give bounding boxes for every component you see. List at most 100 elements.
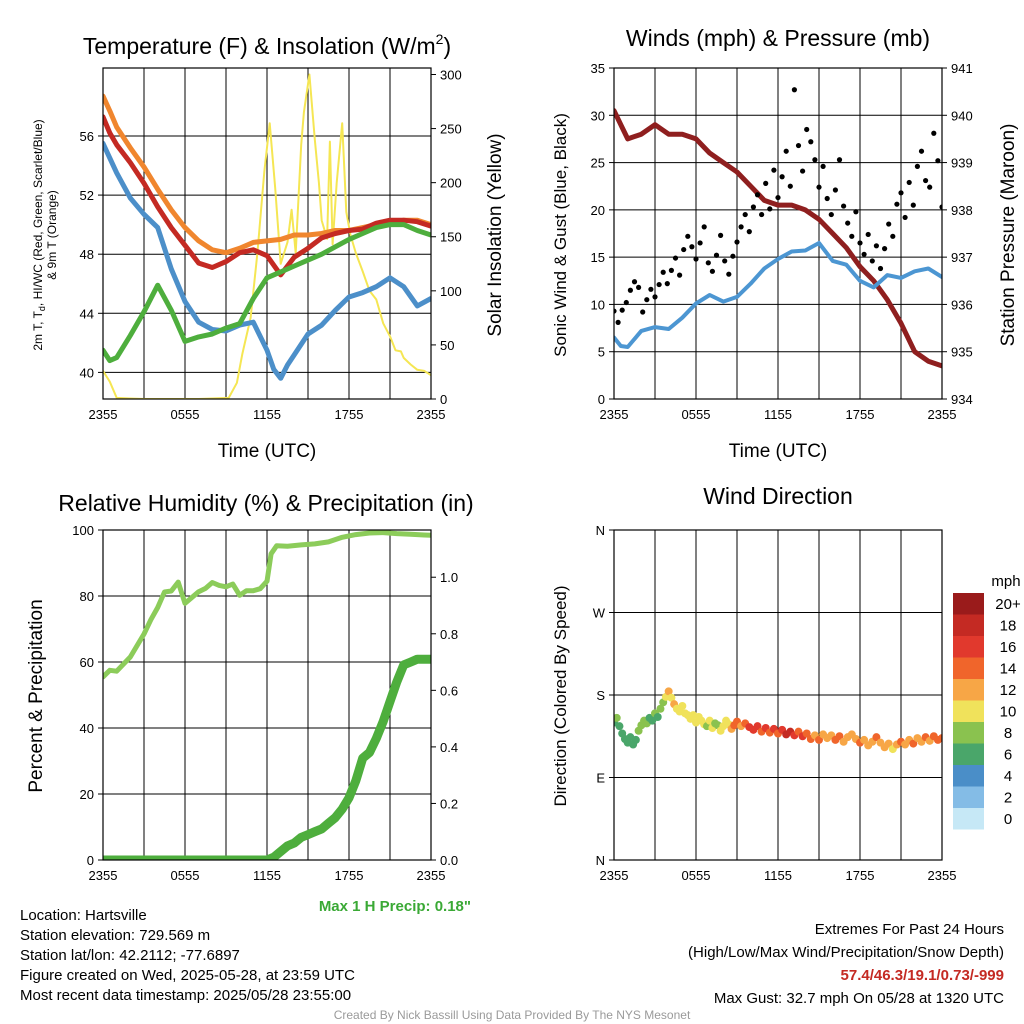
- direction-point: [631, 735, 640, 744]
- extremes-legend: (High/Low/Max Wind/Precipitation/Snow De…: [688, 944, 1004, 961]
- gust-point: [804, 126, 810, 133]
- legend-swatch: [953, 636, 984, 658]
- gust-point: [882, 246, 888, 252]
- gust-point: [800, 168, 806, 174]
- gust-point: [931, 130, 937, 136]
- legend-label: 18: [1000, 617, 1017, 634]
- gust-point: [614, 308, 617, 314]
- legend-swatch: [953, 614, 984, 636]
- y2-tick-label: 0.2: [440, 796, 458, 811]
- gust-point: [677, 272, 683, 278]
- legend-label: 10: [1000, 703, 1017, 720]
- series-layer: [614, 687, 942, 754]
- y-tick-label: 80: [80, 589, 94, 604]
- y2-tick-label: 939: [951, 156, 973, 171]
- y2-tick-label: 0.8: [440, 627, 458, 642]
- y-tick-label: 0: [598, 392, 605, 407]
- legend-swatch: [953, 700, 984, 722]
- gust-point: [718, 232, 724, 238]
- gust-point: [754, 192, 761, 198]
- gust-point: [693, 256, 699, 262]
- legend-swatch: [953, 743, 984, 765]
- max-gust: Max Gust: 32.7 mph On 05/28 at 1320 UTC: [713, 990, 1004, 1007]
- y2-tick-label: 935: [951, 345, 973, 360]
- gust-point: [857, 240, 863, 246]
- direction-point: [835, 732, 844, 741]
- x-tick-label: 0555: [171, 868, 200, 883]
- x-tick-label: 2355: [600, 868, 629, 883]
- y-tick-label: W: [593, 606, 606, 621]
- x-tick-label: 1155: [253, 407, 281, 422]
- y2-tick-label: 1.0: [440, 570, 458, 585]
- series-layer: [614, 87, 942, 369]
- gust-point: [713, 252, 720, 258]
- y2-tick-label: 150: [440, 230, 462, 245]
- credit-line: Created By Nick Bassill Using Data Provi…: [334, 1008, 691, 1022]
- legend-label: 2: [1004, 789, 1012, 806]
- x-tick-label: 1155: [764, 407, 792, 422]
- winds-left-axis-label: Sonic Wind & Gust (Blue, Black): [551, 113, 570, 357]
- gust-point: [631, 279, 638, 285]
- temperature-left-axis-label: 2m T, Td, HI/WC (Red, Green, Scarlet/Blu…: [31, 119, 47, 350]
- humidity-plot-area: 2355 0555 1155 1755 23550204060801000.00.20.…: [72, 523, 458, 883]
- y-tick-label: 35: [591, 61, 605, 76]
- gust-point: [849, 233, 855, 239]
- gust-point: [750, 204, 757, 210]
- gust-point: [824, 195, 830, 202]
- gust-point: [730, 253, 736, 259]
- series-line-0: [614, 108, 942, 369]
- gust-point: [640, 309, 646, 315]
- y2-tick-label: 0: [440, 392, 447, 407]
- gust-point: [894, 201, 900, 207]
- gust-point: [812, 157, 818, 163]
- x-tick-label: 1755: [335, 868, 364, 883]
- gust-point: [939, 204, 942, 210]
- series-line-0: [103, 530, 431, 680]
- direction-point: [667, 693, 676, 702]
- y2-tick-label: 0.6: [440, 683, 458, 698]
- direction-point: [802, 729, 811, 738]
- gust-point: [898, 190, 904, 196]
- x-tick-label: 1755: [846, 407, 875, 422]
- gust-point: [652, 294, 658, 300]
- y-tick-label: 40: [80, 721, 94, 736]
- plot-frame: [613, 529, 943, 861]
- figure-created: Figure created on Wed, 2025-05-28, at 23…: [20, 967, 355, 984]
- legend-swatch: [953, 679, 984, 701]
- y-tick-label: 40: [80, 365, 94, 380]
- temperature-plot-area: 2355 0555 1155 1755 2355 40 44 48 52 56 0 50 100 150 2…: [80, 67, 462, 422]
- gust-point: [672, 255, 679, 261]
- x-tick-label: 1155: [253, 868, 281, 883]
- gust-point: [726, 271, 732, 277]
- gust-point: [865, 231, 871, 238]
- temperature-panel: Temperature (F) & Insolation (W/m2) 2355…: [31, 31, 506, 462]
- gust-point: [845, 220, 851, 226]
- y-tick-label: 30: [591, 108, 605, 123]
- series-layer: [103, 530, 431, 860]
- direction-point: [656, 704, 665, 713]
- station-location: Location: Hartsville: [20, 907, 147, 924]
- direction-left-axis-label: Direction (Colored By Speed): [551, 585, 570, 806]
- x-tick-label: 0555: [682, 868, 711, 883]
- gust-point: [623, 299, 629, 306]
- y-tick-label: 52: [80, 188, 94, 203]
- gust-point: [890, 233, 896, 239]
- series-line-2: [103, 114, 431, 278]
- gust-point: [648, 286, 654, 292]
- winds-panel: Winds (mph) & Pressure (mb) 2355 0555 1155…: [551, 25, 1019, 462]
- gust-point: [910, 202, 916, 208]
- gust-point: [697, 240, 703, 246]
- gust-point: [820, 163, 826, 169]
- winds-x-label: Time (UTC): [729, 441, 828, 462]
- gust-point: [656, 281, 662, 288]
- x-tick-label: 2355: [417, 407, 446, 422]
- direction-point: [753, 722, 762, 731]
- legend-swatch: [953, 765, 984, 787]
- gust-point: [681, 246, 687, 253]
- legend-label: 0: [1004, 811, 1012, 828]
- gust-point: [914, 163, 921, 169]
- gust-point: [767, 206, 773, 212]
- station-info: Location: Hartsville Station elevation: …: [20, 906, 355, 1006]
- y2-tick-label: 934: [951, 392, 973, 407]
